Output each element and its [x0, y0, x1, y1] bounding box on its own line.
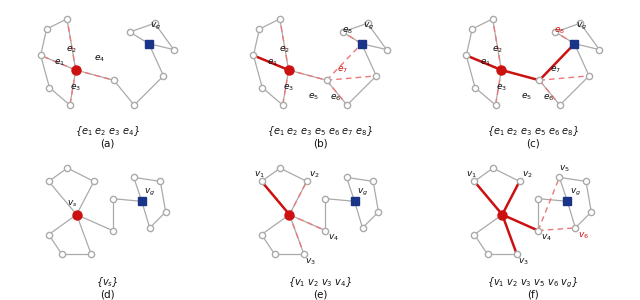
- Text: $v_3$: $v_3$: [305, 257, 316, 267]
- Text: $e_5$: $e_5$: [308, 91, 319, 102]
- Text: (c): (c): [526, 138, 540, 148]
- Text: {$v_1$ $v_2$ $v_3$ $v_5$ $v_6$ $v_g$}: {$v_1$ $v_2$ $v_3$ $v_5$ $v_6$ $v_g$}: [487, 275, 579, 290]
- Text: $v_g$: $v_g$: [576, 21, 587, 32]
- Text: $e_6$: $e_6$: [543, 92, 554, 103]
- Text: $e_3$: $e_3$: [70, 82, 81, 93]
- Text: $e_7$: $e_7$: [337, 65, 348, 75]
- Text: $v_4$: $v_4$: [328, 233, 339, 243]
- Text: $e_2$: $e_2$: [278, 44, 290, 55]
- Text: $e_3$: $e_3$: [283, 82, 294, 93]
- Text: $e_7$: $e_7$: [550, 65, 561, 75]
- Text: $v_2$: $v_2$: [522, 169, 533, 180]
- Text: $v_6$: $v_6$: [578, 230, 589, 241]
- Text: $e_1$: $e_1$: [480, 58, 491, 68]
- Text: $e_6$: $e_6$: [330, 92, 341, 103]
- Text: $v_g$: $v_g$: [363, 21, 374, 32]
- Text: $v_g$: $v_g$: [150, 21, 161, 32]
- Text: $v_5$: $v_5$: [559, 164, 570, 174]
- Text: $v_g$: $v_g$: [357, 187, 369, 198]
- Text: (a): (a): [100, 138, 115, 148]
- Text: $e_3$: $e_3$: [496, 82, 507, 93]
- Text: $v_1$: $v_1$: [253, 169, 264, 180]
- Text: $e_2$: $e_2$: [66, 44, 77, 55]
- Text: {$e_1$ $e_2$ $e_3$ $e_5$ $e_6$ $e_7$ $e_8$}: {$e_1$ $e_2$ $e_3$ $e_5$ $e_6$ $e_7$ $e_…: [267, 124, 373, 138]
- Text: $v_s$: $v_s$: [67, 198, 78, 209]
- Text: $e_8$: $e_8$: [342, 25, 353, 36]
- Text: $v_4$: $v_4$: [541, 233, 552, 243]
- Text: $v_g$: $v_g$: [145, 187, 156, 198]
- Text: {$v_s$}: {$v_s$}: [96, 275, 118, 289]
- Text: $e_1$: $e_1$: [54, 58, 65, 68]
- Text: $e_4$: $e_4$: [93, 53, 105, 64]
- Text: $v_2$: $v_2$: [309, 169, 320, 180]
- Text: $e_1$: $e_1$: [267, 58, 278, 68]
- Text: (f): (f): [527, 289, 539, 299]
- Text: $v_3$: $v_3$: [518, 257, 529, 267]
- Text: {$e_1$ $e_2$ $e_3$ $e_5$ $e_6$ $e_8$}: {$e_1$ $e_2$ $e_3$ $e_5$ $e_6$ $e_8$}: [486, 124, 579, 138]
- Text: (d): (d): [100, 289, 115, 299]
- Text: {$v_1$ $v_2$ $v_3$ $v_4$}: {$v_1$ $v_2$ $v_3$ $v_4$}: [288, 275, 352, 289]
- Text: $e_5$: $e_5$: [521, 91, 532, 102]
- Text: (e): (e): [313, 289, 327, 299]
- Text: $e_2$: $e_2$: [492, 44, 502, 55]
- Text: $v_1$: $v_1$: [467, 169, 477, 180]
- Text: $v_g$: $v_g$: [570, 187, 581, 198]
- Text: (b): (b): [313, 138, 327, 148]
- Text: {$e_1$ $e_2$ $e_3$ $e_4$}: {$e_1$ $e_2$ $e_3$ $e_4$}: [75, 124, 140, 138]
- Text: $e_8$: $e_8$: [554, 25, 565, 36]
